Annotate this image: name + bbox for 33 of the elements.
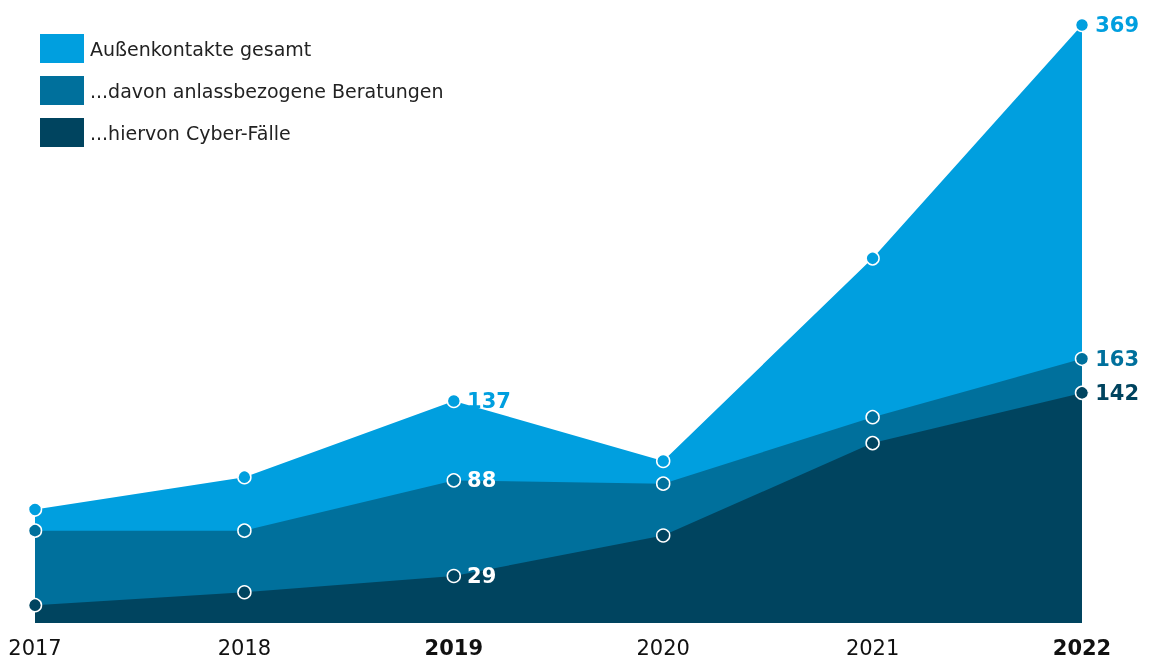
point [1074,351,1090,367]
point [446,393,462,409]
x-tick-label: 2020 [636,635,690,659]
point [27,502,43,517]
point [27,597,43,613]
point [1074,385,1090,401]
data-label: 142 [1095,380,1140,405]
point [655,476,671,491]
x-tick-label: 2022 [1052,635,1112,659]
point [237,523,252,538]
point [865,435,880,451]
x-tick-label: 2021 [845,635,900,659]
point [237,584,252,600]
x-tick-label: 2019 [424,635,484,659]
point [655,528,671,543]
legend-label: Außenkontakte gesamt [90,37,312,60]
point [446,568,462,584]
data-label: 137 [467,388,511,413]
data-label: 29 [467,564,497,588]
data-label: 163 [1095,346,1140,371]
point [237,469,252,485]
point [865,251,880,266]
data-label: 88 [467,468,497,493]
legend-label: ...hiervon Cyber-Fälle [90,121,291,144]
point [1074,17,1090,33]
legend-label: ...davon anlassbezogene Beratungen [90,79,444,102]
point [865,409,880,425]
data-label: 369 [1095,13,1140,37]
point [446,473,462,488]
x-tick-label: 2018 [217,635,272,659]
point [27,523,43,538]
x-tick-label: 2017 [8,635,62,659]
point [655,453,671,469]
